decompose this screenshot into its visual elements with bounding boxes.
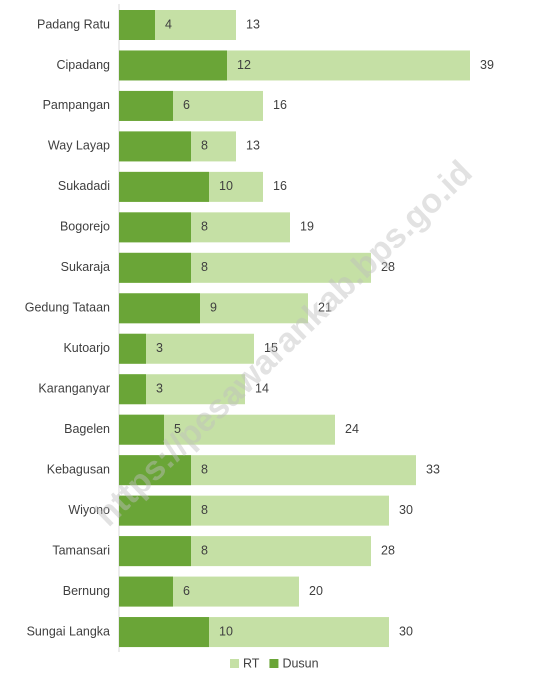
y-tick-label: Wiyono [68, 503, 110, 517]
y-tick-label: Sukaraja [61, 260, 110, 274]
bar [119, 171, 209, 202]
bar [119, 10, 155, 40]
data-label: 30 [399, 624, 413, 638]
y-tick-label: Bagelen [64, 422, 110, 436]
data-label: 14 [255, 382, 269, 396]
y-tick-label: Kutoarjo [63, 341, 110, 355]
y-tick-label: Tamansari [52, 543, 110, 557]
data-label: 15 [264, 341, 278, 355]
y-tick-label: Pampangan [43, 98, 110, 112]
y-tick-label: Kebagusan [47, 462, 110, 476]
bar [119, 252, 191, 283]
bar [119, 455, 191, 486]
legend-swatch [230, 659, 239, 668]
data-label: 8 [201, 543, 208, 557]
data-label: 9 [210, 301, 217, 315]
bar [119, 414, 164, 445]
data-label: 28 [381, 543, 395, 557]
bar [119, 90, 173, 121]
data-label: 8 [201, 503, 208, 517]
data-label: 12 [237, 58, 251, 72]
y-tick-label: Gedung Tataan [25, 301, 110, 315]
y-tick-label: Sukadadi [58, 179, 110, 193]
bar [119, 536, 191, 567]
data-label: 16 [273, 98, 287, 112]
bar [119, 495, 191, 526]
y-tick-label: Sungai Langka [27, 624, 110, 638]
data-label: 6 [183, 584, 190, 598]
bar [119, 333, 146, 364]
bar [119, 131, 191, 162]
data-label: 8 [201, 260, 208, 274]
y-tick-label: Karanganyar [38, 382, 110, 396]
bar [119, 576, 173, 607]
data-label: 8 [201, 220, 208, 234]
bar [119, 293, 200, 324]
data-label: 28 [381, 260, 395, 274]
bar [119, 212, 191, 243]
data-label: 13 [246, 139, 260, 153]
data-label: 24 [345, 422, 359, 436]
data-label: 33 [426, 462, 440, 476]
data-label: 5 [174, 422, 181, 436]
data-label: 21 [318, 301, 332, 315]
y-tick-label: Padang Ratu [37, 17, 110, 31]
data-label: 19 [300, 220, 314, 234]
data-label: 39 [480, 58, 494, 72]
data-label: 8 [201, 139, 208, 153]
data-label: 30 [399, 503, 413, 517]
data-label: 3 [156, 341, 163, 355]
y-tick-label: Bogorejo [60, 220, 110, 234]
legend-swatch [269, 659, 279, 668]
data-label: 20 [309, 584, 323, 598]
bar [119, 617, 209, 648]
data-label: 13 [246, 17, 260, 31]
y-tick-label: Way Layap [48, 139, 110, 153]
data-label: 10 [219, 179, 233, 193]
data-label: 8 [201, 462, 208, 476]
data-label: 16 [273, 179, 287, 193]
bar [119, 374, 146, 405]
data-label: 6 [183, 98, 190, 112]
legend-label: RT [243, 656, 260, 670]
bar [119, 50, 227, 81]
y-tick-label: Bernung [63, 584, 110, 598]
data-label: 3 [156, 382, 163, 396]
y-tick-label: Cipadang [56, 58, 110, 72]
data-label: 4 [165, 17, 172, 31]
data-label: 10 [219, 624, 233, 638]
legend-label: Dusun [282, 656, 318, 670]
